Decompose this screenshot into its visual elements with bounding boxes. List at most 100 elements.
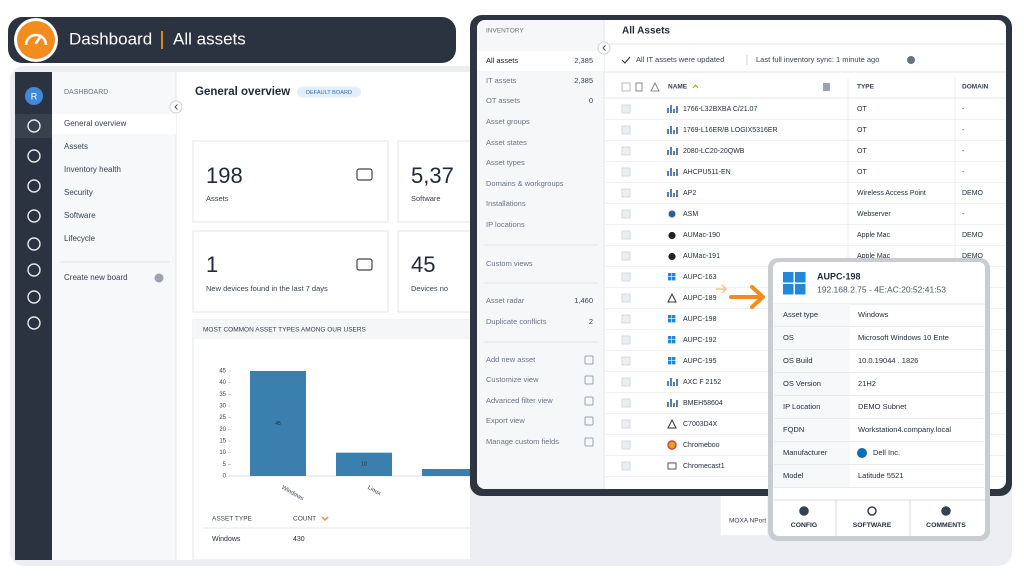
- row-checkbox[interactable]: [621, 104, 631, 114]
- field-value: Latitude 5521: [858, 471, 903, 480]
- row-icon: [668, 231, 676, 240]
- header-subtitle: All assets: [173, 29, 246, 48]
- asset-name[interactable]: 1769-L16ER/B LOGIX5316ER: [683, 127, 778, 134]
- nav-action-icon[interactable]: [584, 375, 594, 385]
- nav-count: 2,385: [574, 56, 593, 65]
- nav-item[interactable]: Duplicate conflicts: [486, 317, 547, 326]
- card-value: 5,37: [411, 163, 454, 188]
- nav-action-icon[interactable]: [584, 396, 594, 406]
- nav-item[interactable]: IP locations: [486, 220, 525, 229]
- sidebar-icon[interactable]: [27, 316, 41, 330]
- header-checkbox[interactable]: [621, 82, 631, 92]
- row-checkbox[interactable]: [621, 209, 631, 219]
- row-checkbox[interactable]: [621, 230, 631, 240]
- y-tick-label: 15: [219, 439, 226, 445]
- nav-item[interactable]: Assets: [64, 142, 88, 151]
- field-label: IP Location: [783, 402, 820, 411]
- asset-name[interactable]: AUMac-190: [683, 232, 720, 239]
- popup-button[interactable]: CONFIG: [791, 522, 817, 529]
- row-checkbox[interactable]: [621, 188, 631, 198]
- sidebar-icon[interactable]: [27, 209, 41, 223]
- asset-name[interactable]: AUPC-195: [683, 358, 717, 365]
- row-checkbox[interactable]: [621, 356, 631, 366]
- row-icon: [668, 357, 672, 361]
- asset-name[interactable]: AXC F 2152: [683, 379, 721, 386]
- sidebar-icon[interactable]: [27, 179, 41, 193]
- nav-item[interactable]: OT assets: [486, 96, 520, 105]
- column-header[interactable]: DOMAIN: [962, 84, 989, 91]
- asset-name[interactable]: AUMac-191: [683, 253, 720, 260]
- nav-item[interactable]: Asset types: [486, 158, 525, 167]
- row-checkbox[interactable]: [621, 146, 631, 156]
- asset-name[interactable]: C7003D4X: [683, 421, 718, 428]
- nav-item[interactable]: Security: [64, 188, 93, 197]
- asset-name[interactable]: AUPC-198: [683, 316, 717, 323]
- asset-name[interactable]: 2080-LC20-20QWB: [683, 148, 745, 155]
- asset-name[interactable]: ASM: [683, 211, 698, 218]
- nav-heading: DASHBOARD: [64, 89, 108, 96]
- asset-name[interactable]: AUPC-192: [683, 337, 717, 344]
- asset-name[interactable]: Chromecast1: [683, 463, 725, 470]
- asset-name[interactable]: Chromeboo: [683, 442, 720, 449]
- collapse-button[interactable]: [597, 41, 611, 55]
- nav-item[interactable]: Custom views: [486, 259, 533, 268]
- nav-item[interactable]: Asset groups: [486, 117, 530, 126]
- nav-item[interactable]: Lifecycle: [64, 234, 96, 243]
- nav-item[interactable]: Customize view: [486, 375, 539, 384]
- nav-action-icon[interactable]: [584, 416, 594, 426]
- sidebar-icon[interactable]: [27, 263, 41, 277]
- row-checkbox[interactable]: [621, 293, 631, 303]
- nav-item[interactable]: Domains & workgroups: [486, 179, 564, 188]
- sidebar-icon[interactable]: [27, 237, 41, 251]
- row-checkbox[interactable]: [621, 440, 631, 450]
- nav-action-icon[interactable]: [584, 437, 594, 447]
- row-icon: [672, 336, 676, 340]
- card-label: Software: [411, 194, 441, 203]
- inventory-title: All Assets: [622, 26, 670, 37]
- column-header[interactable]: NAME: [668, 84, 688, 91]
- create-board[interactable]: Create new board: [64, 273, 128, 282]
- popup-button[interactable]: SOFTWARE: [853, 522, 892, 529]
- row-checkbox[interactable]: [621, 377, 631, 387]
- column-icon: [635, 82, 643, 92]
- nav-action-icon[interactable]: [584, 355, 594, 365]
- row-checkbox[interactable]: [621, 419, 631, 429]
- sidebar-icon[interactable]: [27, 149, 41, 163]
- asset-name[interactable]: AP2: [683, 190, 696, 197]
- nav-item[interactable]: Software: [64, 211, 96, 220]
- nav-item[interactable]: General overview: [64, 119, 126, 128]
- sidebar-icon[interactable]: [27, 290, 41, 304]
- row-checkbox[interactable]: [621, 125, 631, 135]
- sidebar-icon[interactable]: [27, 119, 41, 133]
- row-checkbox[interactable]: [621, 272, 631, 282]
- nav-item[interactable]: Manage custom fields: [486, 437, 559, 446]
- nav-item[interactable]: Asset states: [486, 138, 527, 147]
- row-checkbox[interactable]: [621, 251, 631, 261]
- nav-item[interactable]: All assets: [486, 56, 518, 65]
- asset-name[interactable]: BMEH58604: [683, 400, 723, 407]
- popup-button[interactable]: COMMENTS: [926, 522, 966, 529]
- nav-item[interactable]: Installations: [486, 199, 526, 208]
- nav-item[interactable]: Asset radar: [486, 296, 525, 305]
- nav-item[interactable]: Advanced filter view: [486, 396, 553, 405]
- collapse-button[interactable]: [169, 100, 183, 114]
- nav-item[interactable]: Add new asset: [486, 355, 536, 364]
- asset-name[interactable]: AUPC-189: [683, 295, 717, 302]
- nav-item[interactable]: IT assets: [486, 76, 517, 85]
- row-checkbox[interactable]: [621, 314, 631, 324]
- column-header[interactable]: TYPE: [857, 84, 875, 91]
- chart-header: [193, 320, 470, 339]
- row-checkbox[interactable]: [621, 167, 631, 177]
- row-checkbox[interactable]: [621, 461, 631, 471]
- asset-name[interactable]: 1766-L32BXBA C/21.07: [683, 106, 757, 113]
- nav-item[interactable]: Export view: [486, 416, 525, 425]
- nav-item[interactable]: Inventory health: [64, 165, 121, 174]
- card: [397, 140, 470, 223]
- row-checkbox[interactable]: [621, 335, 631, 345]
- row-checkbox[interactable]: [621, 398, 631, 408]
- asset-name[interactable]: AHCPU511-EN: [683, 169, 731, 176]
- row-icon: [668, 315, 672, 319]
- y-tick-label: 45: [219, 369, 226, 375]
- asset-name[interactable]: AUPC-163: [683, 274, 717, 281]
- y-tick-label: 35: [219, 392, 226, 398]
